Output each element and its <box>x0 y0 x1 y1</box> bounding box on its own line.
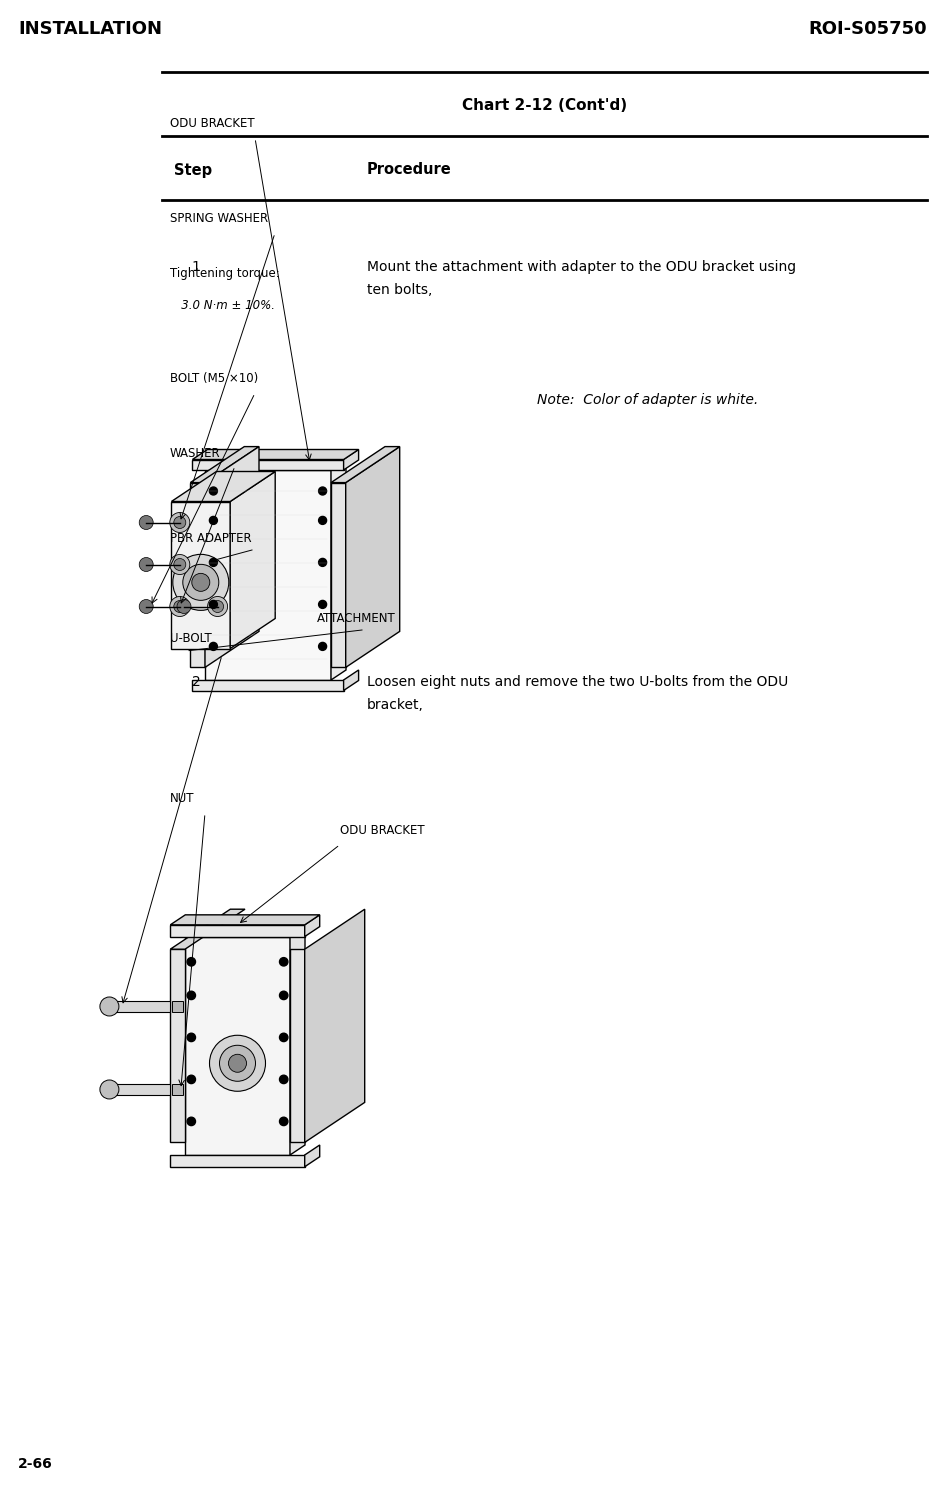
Circle shape <box>177 600 191 614</box>
Circle shape <box>279 1075 288 1084</box>
Circle shape <box>208 597 228 617</box>
Polygon shape <box>170 950 185 1142</box>
Circle shape <box>182 564 219 600</box>
Circle shape <box>100 997 119 1017</box>
Polygon shape <box>170 1156 304 1166</box>
Text: Loosen eight nuts and remove the two U-bolts from the ODU
bracket,: Loosen eight nuts and remove the two U-b… <box>366 675 787 712</box>
Circle shape <box>187 1033 195 1042</box>
Polygon shape <box>230 472 275 648</box>
Circle shape <box>174 600 186 612</box>
Circle shape <box>170 597 190 617</box>
Text: Step: Step <box>174 163 211 178</box>
Polygon shape <box>185 927 305 936</box>
Polygon shape <box>171 472 275 502</box>
Text: SPRING WASHER: SPRING WASHER <box>170 212 268 225</box>
Polygon shape <box>205 460 346 470</box>
Text: WASHER: WASHER <box>170 446 220 460</box>
Text: INSTALLATION: INSTALLATION <box>18 19 161 37</box>
Circle shape <box>318 517 327 524</box>
Circle shape <box>139 515 153 530</box>
Circle shape <box>279 957 288 966</box>
Circle shape <box>219 1045 255 1081</box>
Text: Tightening torque:: Tightening torque: <box>170 267 279 281</box>
Circle shape <box>174 558 186 570</box>
Circle shape <box>187 991 195 1000</box>
Text: Procedure: Procedure <box>366 163 451 178</box>
Polygon shape <box>190 446 259 482</box>
Circle shape <box>100 1079 119 1099</box>
Polygon shape <box>172 1084 183 1094</box>
Polygon shape <box>170 915 319 924</box>
Polygon shape <box>193 449 358 460</box>
Polygon shape <box>193 460 344 470</box>
Circle shape <box>210 600 217 609</box>
Circle shape <box>210 642 217 651</box>
Polygon shape <box>346 446 399 667</box>
Polygon shape <box>171 502 230 648</box>
Text: 2: 2 <box>192 675 200 688</box>
Text: 1: 1 <box>192 260 200 275</box>
Polygon shape <box>190 482 205 667</box>
Polygon shape <box>304 909 364 1142</box>
Circle shape <box>170 554 190 575</box>
Text: NUT: NUT <box>170 791 194 805</box>
Circle shape <box>318 558 327 566</box>
Text: ATTACHMENT: ATTACHMENT <box>316 612 396 626</box>
Polygon shape <box>205 470 330 679</box>
Text: PBR ADAPTER: PBR ADAPTER <box>170 532 251 545</box>
Circle shape <box>170 512 190 533</box>
Text: 2-66: 2-66 <box>18 1457 53 1471</box>
Text: ODU BRACKET: ODU BRACKET <box>340 824 424 836</box>
Polygon shape <box>172 1000 183 1012</box>
Circle shape <box>318 487 327 496</box>
Circle shape <box>210 517 217 524</box>
Circle shape <box>279 1117 288 1126</box>
Circle shape <box>173 554 228 611</box>
Polygon shape <box>185 936 290 1156</box>
Circle shape <box>210 1035 265 1091</box>
Circle shape <box>279 1033 288 1042</box>
Polygon shape <box>344 670 358 690</box>
Polygon shape <box>193 679 344 690</box>
Polygon shape <box>205 446 259 667</box>
Polygon shape <box>330 446 399 482</box>
Circle shape <box>318 600 327 609</box>
Circle shape <box>210 487 217 496</box>
Text: Note:  Color of adapter is white.: Note: Color of adapter is white. <box>536 393 757 408</box>
Text: Chart 2-12 (Cont'd): Chart 2-12 (Cont'd) <box>462 99 627 113</box>
Circle shape <box>187 957 195 966</box>
Polygon shape <box>290 927 305 1156</box>
Circle shape <box>187 1075 195 1084</box>
Circle shape <box>174 517 186 529</box>
Text: BOLT (M5 ×10): BOLT (M5 ×10) <box>170 372 258 385</box>
Text: U-BOLT: U-BOLT <box>170 632 211 645</box>
Text: 3.0 N·m ± 10%.: 3.0 N·m ± 10%. <box>170 299 275 312</box>
Circle shape <box>279 991 288 1000</box>
Polygon shape <box>110 1000 170 1012</box>
Circle shape <box>187 1117 195 1126</box>
Polygon shape <box>110 1084 170 1094</box>
Polygon shape <box>290 950 304 1142</box>
Text: ROI-S05750: ROI-S05750 <box>807 19 926 37</box>
Text: ODU BRACKET: ODU BRACKET <box>170 116 254 130</box>
Circle shape <box>211 600 224 612</box>
Polygon shape <box>330 460 346 679</box>
Polygon shape <box>344 449 358 470</box>
Circle shape <box>318 642 327 651</box>
Polygon shape <box>170 924 304 936</box>
Polygon shape <box>304 1145 319 1166</box>
Polygon shape <box>330 482 346 667</box>
Circle shape <box>192 573 210 591</box>
Text: Mount the attachment with adapter to the ODU bracket using
ten bolts,: Mount the attachment with adapter to the… <box>366 260 795 297</box>
Circle shape <box>210 558 217 566</box>
Polygon shape <box>170 909 244 950</box>
Circle shape <box>228 1054 246 1072</box>
Circle shape <box>139 600 153 614</box>
Polygon shape <box>304 915 319 936</box>
Circle shape <box>139 557 153 572</box>
